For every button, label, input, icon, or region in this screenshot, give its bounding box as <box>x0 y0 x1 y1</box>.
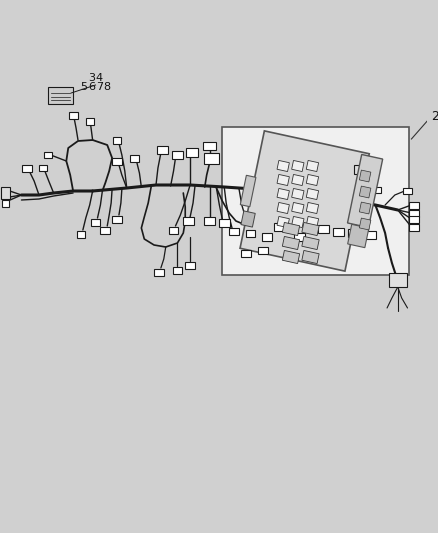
Bar <box>359 186 371 198</box>
Bar <box>219 219 230 227</box>
Bar <box>359 170 371 182</box>
Bar <box>1 187 10 199</box>
Bar <box>112 215 122 222</box>
Bar <box>204 152 219 164</box>
Bar <box>294 233 305 241</box>
Bar <box>359 202 371 214</box>
Bar <box>130 155 139 161</box>
Bar <box>306 216 318 228</box>
Bar <box>410 209 419 216</box>
Bar <box>306 174 318 185</box>
Bar <box>113 136 121 143</box>
Bar <box>302 251 319 263</box>
Bar <box>241 249 251 256</box>
Bar <box>292 216 304 228</box>
Text: 8: 8 <box>104 82 111 92</box>
Text: 3: 3 <box>88 73 95 83</box>
Bar <box>91 219 100 225</box>
Bar <box>100 227 110 233</box>
Bar <box>306 189 318 199</box>
Bar <box>186 148 198 157</box>
Bar <box>306 203 318 214</box>
Bar <box>112 157 122 165</box>
Bar <box>86 117 94 125</box>
Bar <box>283 251 300 263</box>
Bar <box>365 231 376 239</box>
Bar <box>318 225 329 233</box>
Text: 1: 1 <box>352 219 360 231</box>
Bar <box>246 230 255 237</box>
Bar <box>410 223 419 230</box>
Bar <box>240 131 369 271</box>
Bar <box>292 203 304 214</box>
Bar <box>403 188 412 194</box>
Bar <box>277 216 290 228</box>
Bar <box>410 215 419 222</box>
Bar <box>258 246 268 254</box>
Text: 2: 2 <box>431 110 438 124</box>
Bar <box>410 201 419 208</box>
Bar <box>359 218 371 230</box>
Bar <box>283 222 300 236</box>
Bar <box>172 151 183 159</box>
Bar <box>77 230 85 238</box>
Bar <box>169 227 178 233</box>
Bar <box>292 174 304 185</box>
Bar <box>39 165 47 171</box>
Bar <box>203 142 216 150</box>
Bar <box>22 165 32 172</box>
Bar <box>348 224 369 248</box>
Text: 4: 4 <box>96 73 103 83</box>
Bar <box>3 199 9 206</box>
Bar <box>44 152 52 158</box>
Bar <box>389 273 406 287</box>
Bar <box>277 160 290 172</box>
Text: 5: 5 <box>80 82 87 92</box>
Bar <box>302 222 319 236</box>
Bar <box>223 127 410 275</box>
Bar <box>204 217 215 225</box>
Bar <box>241 211 255 227</box>
Bar <box>183 217 194 225</box>
Bar <box>157 146 168 154</box>
Bar <box>277 203 290 214</box>
Bar <box>283 237 300 249</box>
Bar <box>48 86 73 103</box>
Bar <box>275 223 285 231</box>
Bar <box>292 189 304 199</box>
Bar <box>292 160 304 172</box>
Bar <box>240 175 256 207</box>
Text: 7: 7 <box>96 82 103 92</box>
Bar <box>277 174 290 185</box>
Bar <box>306 160 318 172</box>
Bar <box>69 111 78 118</box>
Bar <box>333 228 344 236</box>
Bar <box>277 189 290 199</box>
Bar <box>354 165 367 174</box>
Bar <box>348 229 358 237</box>
Bar <box>173 266 182 273</box>
Bar <box>154 269 164 276</box>
Bar <box>302 237 319 249</box>
Bar <box>372 187 381 193</box>
Bar <box>347 155 383 228</box>
Text: 6: 6 <box>88 82 95 92</box>
Bar <box>185 262 195 269</box>
Bar <box>229 228 239 235</box>
Bar <box>262 233 272 241</box>
